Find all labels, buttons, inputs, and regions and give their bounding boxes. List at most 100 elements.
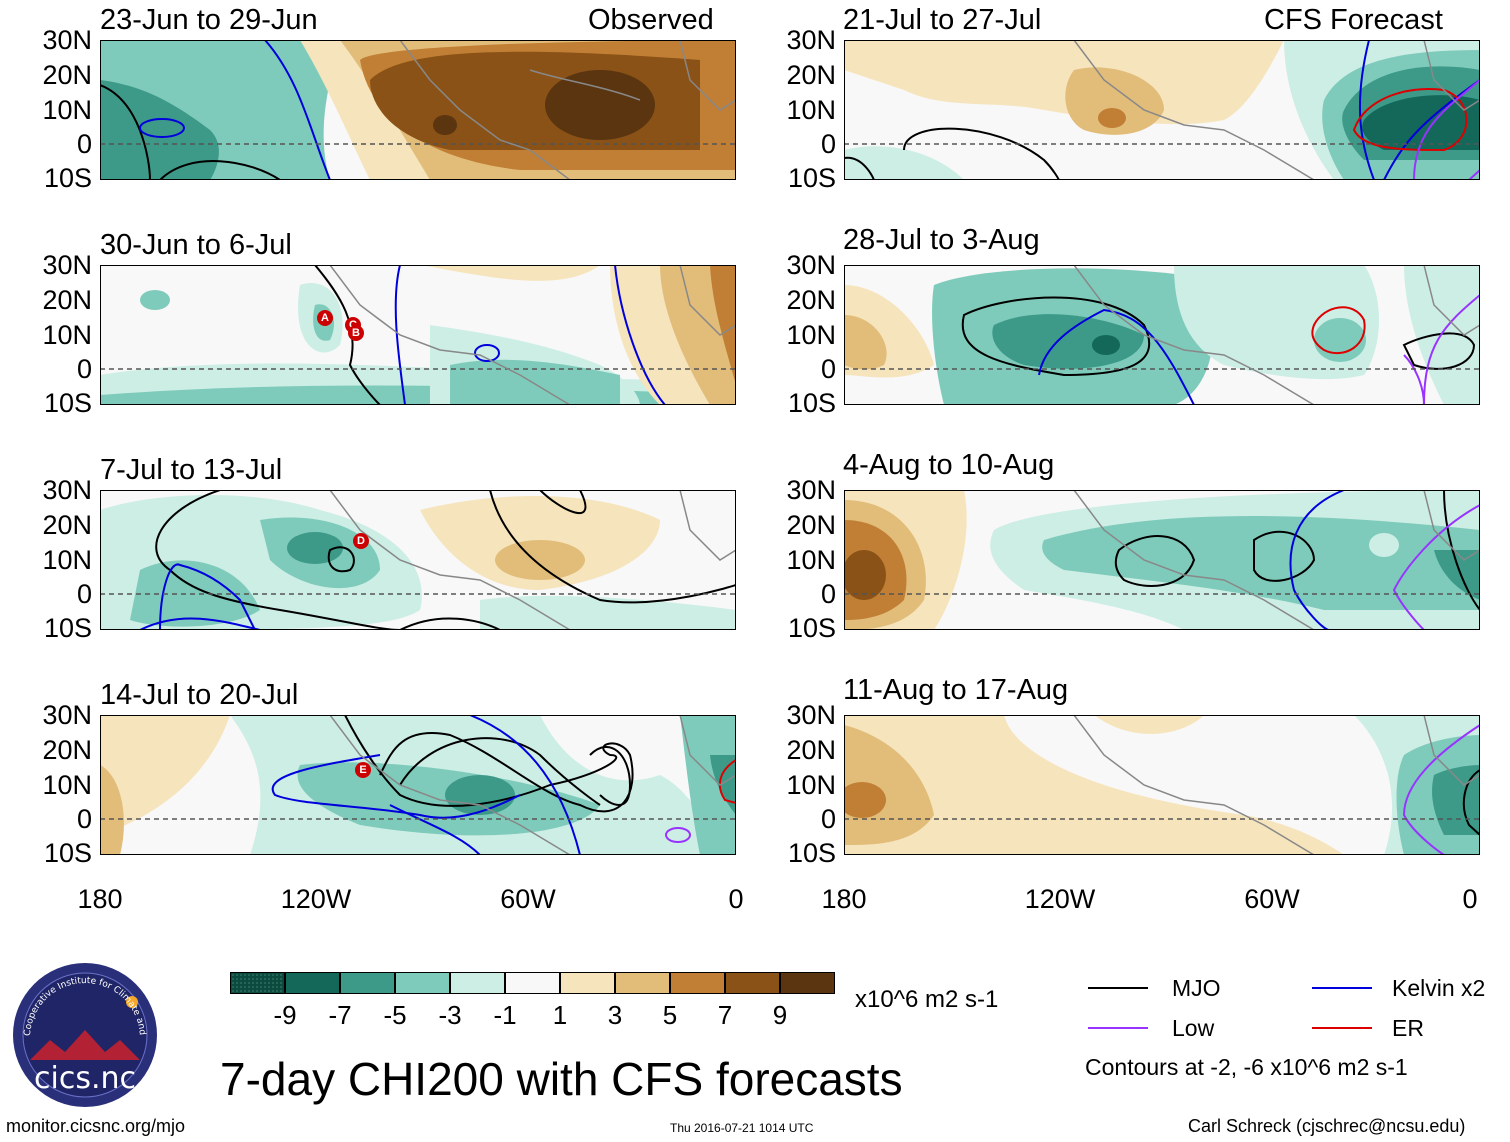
lat-label: 20N	[42, 510, 92, 540]
colorbar-swatch	[450, 972, 505, 994]
footer-timestamp: Thu 2016-07-21 1014 UTC	[670, 1121, 814, 1135]
lat-label: 10N	[42, 770, 92, 800]
panel-title: 21-Jul to 27-Jul	[843, 4, 1042, 36]
lon-label: 120W	[280, 884, 352, 914]
map-panel-30jun	[100, 265, 736, 405]
colorbar-swatch	[560, 972, 615, 994]
lat-label: 0	[820, 579, 836, 609]
colorbar-swatch	[670, 972, 725, 994]
colorbar-swatch	[725, 972, 780, 994]
map-panel-4aug	[844, 490, 1480, 630]
lon-label: 180	[821, 884, 867, 914]
lat-label: 30N	[42, 475, 92, 505]
colorbar-swatch	[230, 972, 285, 994]
lat-label: 10S	[43, 388, 92, 418]
colorbar-swatch	[395, 972, 450, 994]
lat-label: 0	[76, 804, 92, 834]
lat-label: 30N	[42, 250, 92, 280]
colorbar-label: -7	[328, 1000, 352, 1030]
lon-label: 0	[728, 884, 744, 914]
storm-marker: B	[348, 325, 364, 341]
cics-logo: Cooperative Institute for Climate and Sa…	[7, 953, 160, 1110]
lon-label: 60W	[1244, 884, 1300, 914]
colorbar-label: -3	[438, 1000, 462, 1030]
lat-label: 30N	[42, 25, 92, 55]
map-panel-14jul	[100, 715, 736, 855]
kelvin-legend-line	[1312, 987, 1372, 989]
lon-label: 180	[77, 884, 123, 914]
lat-label: 20N	[786, 285, 836, 315]
storm-marker: A	[317, 310, 333, 326]
colorbar-units: x10^6 m2 s-1	[855, 986, 999, 1013]
lon-label: 120W	[1024, 884, 1096, 914]
lat-label: 10N	[786, 770, 836, 800]
lat-label: 20N	[786, 735, 836, 765]
lat-label: 0	[76, 129, 92, 159]
lat-label: 20N	[42, 735, 92, 765]
colorbar-label: -5	[383, 1000, 407, 1030]
colorbar-label: 9	[772, 1000, 788, 1030]
colorbar-label: 7	[717, 1000, 733, 1030]
lat-label: 10S	[787, 163, 836, 193]
lat-label: 30N	[786, 25, 836, 55]
lat-label: 10N	[786, 320, 836, 350]
low-legend-line	[1088, 1027, 1148, 1029]
lat-label: 0	[820, 129, 836, 159]
map-panel-28jul	[844, 265, 1480, 405]
lat-label: 10N	[42, 320, 92, 350]
panel-title: 14-Jul to 20-Jul	[100, 679, 299, 711]
lat-label: 10N	[42, 545, 92, 575]
low-legend-label: Low	[1172, 1015, 1215, 1041]
colorbar-swatch	[340, 972, 395, 994]
panel-title: 7-Jul to 13-Jul	[100, 454, 283, 486]
lat-label: 10N	[786, 545, 836, 575]
logo-text: cics.nc	[34, 1061, 136, 1096]
map-panel-7jul	[100, 490, 736, 630]
forecast-label: CFS Forecast	[1264, 4, 1443, 36]
colorbar-label: 1	[552, 1000, 568, 1030]
mjo-legend-line	[1088, 987, 1148, 989]
panel-title: 30-Jun to 6-Jul	[100, 229, 292, 261]
colorbar-label: 3	[607, 1000, 623, 1030]
lat-label: 20N	[786, 510, 836, 540]
lat-label: 10S	[43, 613, 92, 643]
colorbar-swatch	[615, 972, 670, 994]
lat-label: 30N	[42, 700, 92, 730]
lon-label: 60W	[500, 884, 556, 914]
lat-label: 10S	[43, 838, 92, 868]
kelvin-legend-label: Kelvin x2	[1392, 975, 1486, 1001]
lat-label: 20N	[42, 60, 92, 90]
storm-marker: D	[353, 533, 369, 549]
lat-label: 10N	[786, 95, 836, 125]
er-legend-label: ER	[1392, 1015, 1424, 1041]
footer-url[interactable]: monitor.cicsnc.org/mjo	[6, 1116, 186, 1136]
panel-title: 11-Aug to 17-Aug	[843, 674, 1069, 706]
lat-label: 0	[76, 579, 92, 609]
mjo-legend-label: MJO	[1172, 975, 1221, 1001]
lat-label: 0	[820, 354, 836, 384]
colorbar-swatch	[780, 972, 835, 994]
colorbar-label: -9	[273, 1000, 297, 1030]
er-legend-line	[1312, 1027, 1372, 1029]
panel-title: 4-Aug to 10-Aug	[843, 449, 1055, 481]
map-panel-11aug	[844, 715, 1480, 855]
lat-label: 10N	[42, 95, 92, 125]
lat-label: 20N	[786, 60, 836, 90]
panel-title: 23-Jun to 29-Jun	[100, 4, 318, 36]
observed-label: Observed	[588, 4, 714, 36]
map-panel-21jul	[844, 40, 1480, 180]
lat-label: 10S	[787, 838, 836, 868]
lat-label: 10S	[787, 613, 836, 643]
panel-title: 28-Jul to 3-Aug	[843, 224, 1040, 256]
footer-author: Carl Schreck (cjschrec@ncsu.edu)	[1188, 1116, 1466, 1136]
lon-label: 0	[1462, 884, 1478, 914]
contours-note: Contours at -2, -6 x10^6 m2 s-1	[1085, 1054, 1408, 1080]
lat-label: 30N	[786, 700, 836, 730]
map-panel-23jun	[100, 40, 736, 180]
lat-label: 10S	[787, 388, 836, 418]
main-title: 7-day CHI200 with CFS forecasts	[220, 1053, 903, 1105]
lat-label: 30N	[786, 475, 836, 505]
colorbar-swatch	[505, 972, 560, 994]
lat-label: 10S	[43, 163, 92, 193]
colorbar-label: 5	[662, 1000, 678, 1030]
